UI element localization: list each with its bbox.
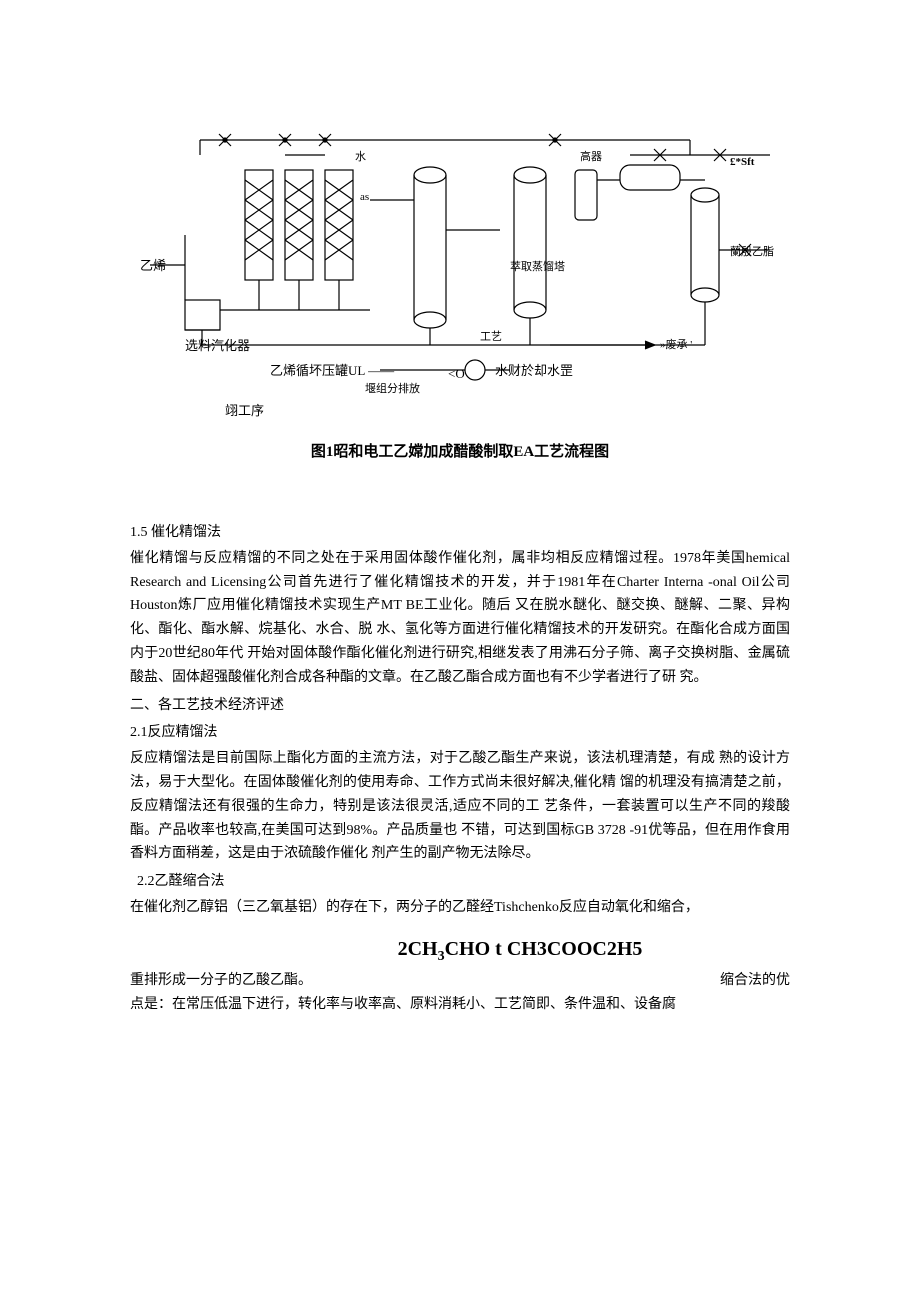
body-1-5: 催化精馏与反应精馏的不同之处在于采用固体酸作催化剂，属非均相反应精馏过程。197… xyxy=(130,547,790,690)
final-body: 点是：在常压低温下进行，转化率与收率高、原料消耗小、工艺简即、条件温和、设备腐 xyxy=(130,993,790,1017)
diagram-label-xuanliao: 选料汽化器 xyxy=(185,338,250,353)
diagram-label-shuicai: 水财於却水罡 xyxy=(495,363,573,378)
diagram-svg: as 高器 萃取蒸馏塔 £*Sft 蘭殷乙脂 乙烯 选料汽化器 工艺 »废承 '… xyxy=(130,100,790,420)
heading-2-2: 2.2乙醛缩合法 xyxy=(130,870,790,894)
diagram-caption: 图1昭和电工乙嫦加成醋酸制取EA工艺流程图 xyxy=(130,440,790,461)
diagram-label-yanzu: 堰组分排放 xyxy=(365,381,420,395)
diagram-label-feishui: »废承 ' xyxy=(660,337,692,351)
heading-1-5: 1.5 催化精馏法 xyxy=(130,521,790,545)
diagram-label-gaoqi: 高器 xyxy=(580,149,602,163)
chemical-formula: 2CH3CHO t CH3COOC2H5 xyxy=(130,938,790,965)
diagram-label-lanfu: 蘭殷乙脂 xyxy=(730,244,774,258)
diagram-label-yixi: 乙烯 xyxy=(140,258,166,273)
body-2-1: 反应精馏法是目前国际上酯化方面的主流方法，对于乙酸乙酯生产来说，该法机理清楚，有… xyxy=(130,747,790,866)
heading-2-1: 2.1反应精馏法 xyxy=(130,721,790,745)
diagram-label-yixi-yahuan: 乙烯循坏压罐UL —— xyxy=(270,363,395,378)
diagram-label-gongyi: 工艺 xyxy=(480,330,502,343)
diagram-label-angle-o: <O xyxy=(448,366,465,381)
diagram-label-yi-gongxu: 翊工序 xyxy=(225,403,264,418)
diagram-label-sft: £*Sft xyxy=(730,156,755,168)
split-line: 重排形成一分子的乙酸乙酯。 缩合法的优 xyxy=(130,969,790,993)
diagram-label-cuiqu: 萃取蒸馏塔 xyxy=(510,259,565,273)
split-left: 重排形成一分子的乙酸乙酯。 xyxy=(130,969,312,993)
split-right: 缩合法的优 xyxy=(720,969,790,993)
diagram-label-shui: 水 xyxy=(355,150,366,163)
heading-2: 二、各工艺技术经济评述 xyxy=(130,694,790,718)
diagram-label-as: as xyxy=(360,191,369,203)
body-2-2: 在催化剂乙醇铝（三乙氧基铝）的存在下，两分子的乙醛经Tishchenko反应自动… xyxy=(130,896,790,920)
process-flow-diagram: as 高器 萃取蒸馏塔 £*Sft 蘭殷乙脂 乙烯 选料汽化器 工艺 »废承 '… xyxy=(130,100,790,461)
